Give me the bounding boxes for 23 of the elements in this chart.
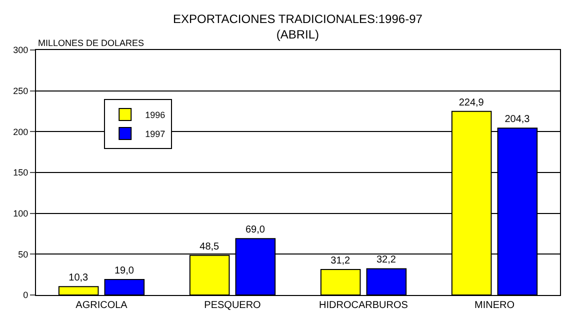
data-label: 48,5 bbox=[200, 241, 220, 252]
y-tick-label: 50 bbox=[18, 249, 28, 260]
chart-title: EXPORTACIONES TRADICIONALES:1996-97 (ABRIL) bbox=[173, 12, 423, 42]
y-tick-label: 300 bbox=[13, 45, 28, 56]
x-tick-label: MINERO bbox=[474, 300, 515, 311]
y-axis-title: MILLONES DE DOLARES bbox=[38, 38, 144, 48]
y-tick-label: 150 bbox=[13, 168, 28, 178]
data-label: 32,2 bbox=[376, 254, 396, 266]
x-tick-label: HIDROCARBUROS bbox=[319, 300, 408, 311]
legend-label: 1997 bbox=[145, 129, 166, 140]
data-label: 204,3 bbox=[504, 114, 530, 126]
data-label: 69,0 bbox=[245, 224, 266, 236]
legend-label: 1996 bbox=[145, 110, 166, 120]
y-tick-label: 100 bbox=[13, 208, 28, 218]
data-label: 224,9 bbox=[458, 97, 484, 108]
x-tick-label: AGRICOLA bbox=[76, 300, 128, 311]
x-tick-label: PESQUERO bbox=[204, 300, 262, 311]
y-tick-label: 200 bbox=[13, 126, 28, 137]
data-label: 31,2 bbox=[330, 256, 351, 267]
data-label: 19,0 bbox=[114, 265, 134, 276]
y-tick-label: 0 bbox=[23, 290, 28, 300]
y-tick-label: 250 bbox=[13, 86, 28, 96]
data-label: 10,3 bbox=[68, 272, 89, 284]
